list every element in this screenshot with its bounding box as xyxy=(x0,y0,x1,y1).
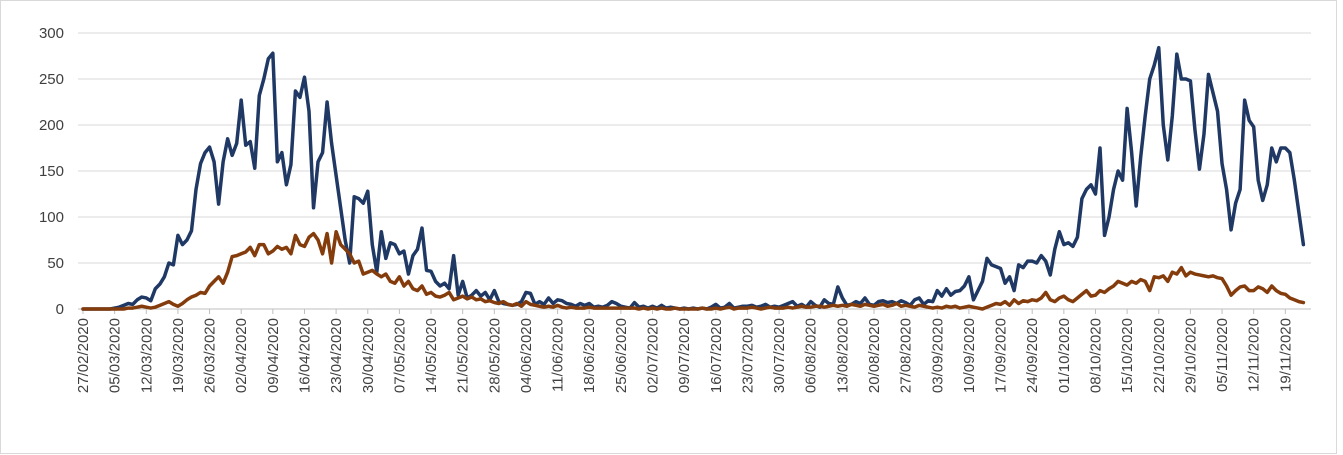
x-tick-label: 28/05/2020 xyxy=(486,318,503,393)
x-tick-label: 03/09/2020 xyxy=(929,318,946,393)
x-tick-label: 01/10/2020 xyxy=(1056,318,1073,393)
series-line xyxy=(81,229,1306,311)
x-tick-label: 23/07/2020 xyxy=(739,318,756,393)
x-tick-label: 12/03/2020 xyxy=(138,318,155,393)
x-tick-label: 29/10/2020 xyxy=(1182,318,1199,393)
x-tick-label: 19/11/2020 xyxy=(1277,318,1294,392)
y-tick-label: 300 xyxy=(39,25,64,42)
x-tick-label: 14/05/2020 xyxy=(423,318,440,393)
x-tick-label: 07/05/2020 xyxy=(391,318,408,393)
x-tick-label: 11/06/2020 xyxy=(550,318,567,392)
x-tick-label: 09/04/2020 xyxy=(265,318,282,393)
y-tick-label: 200 xyxy=(39,117,64,134)
x-tick-label: 16/04/2020 xyxy=(296,318,313,393)
x-tick-label: 23/04/2020 xyxy=(328,318,345,393)
y-tick-label: 150 xyxy=(39,163,64,180)
x-tick-label: 02/07/2020 xyxy=(645,318,662,393)
x-tick-label: 21/05/2020 xyxy=(455,318,472,393)
x-tick-label: 25/06/2020 xyxy=(613,318,630,393)
x-tick-label: 27/08/2020 xyxy=(898,318,915,393)
y-tick-label: 50 xyxy=(47,255,64,272)
x-tick-label: 09/07/2020 xyxy=(676,318,693,393)
x-tick-label: 22/10/2020 xyxy=(1151,318,1168,393)
x-tick-label: 05/11/2020 xyxy=(1214,318,1231,392)
x-tick-label: 10/09/2020 xyxy=(961,318,978,393)
x-tick-label: 30/07/2020 xyxy=(771,318,788,393)
x-tick-label: 08/10/2020 xyxy=(1087,318,1104,393)
x-tick-label: 26/03/2020 xyxy=(202,318,219,393)
x-tick-label: 27/02/2020 xyxy=(75,318,92,393)
x-tick-label: 30/04/2020 xyxy=(360,318,377,393)
x-tick-label: 24/09/2020 xyxy=(1024,318,1041,393)
x-tick-label: 12/11/2020 xyxy=(1246,318,1263,392)
x-tick-label: 20/08/2020 xyxy=(866,318,883,393)
x-tick-label: 05/03/2020 xyxy=(107,318,124,393)
x-tick-label: 19/03/2020 xyxy=(170,318,187,393)
x-tick-label: 13/08/2020 xyxy=(834,318,851,393)
y-tick-label: 0 xyxy=(56,301,64,318)
x-tick-label: 15/10/2020 xyxy=(1119,318,1136,393)
x-tick-label: 06/08/2020 xyxy=(803,318,820,393)
x-tick-label: 02/04/2020 xyxy=(233,318,250,393)
x-tick-label: 17/09/2020 xyxy=(993,318,1010,393)
x-tick-label: 18/06/2020 xyxy=(581,318,598,393)
x-tick-label: 16/07/2020 xyxy=(708,318,725,393)
y-tick-label: 100 xyxy=(39,209,64,226)
y-tick-label: 250 xyxy=(39,71,64,88)
x-tick-label: 04/06/2020 xyxy=(518,318,535,393)
